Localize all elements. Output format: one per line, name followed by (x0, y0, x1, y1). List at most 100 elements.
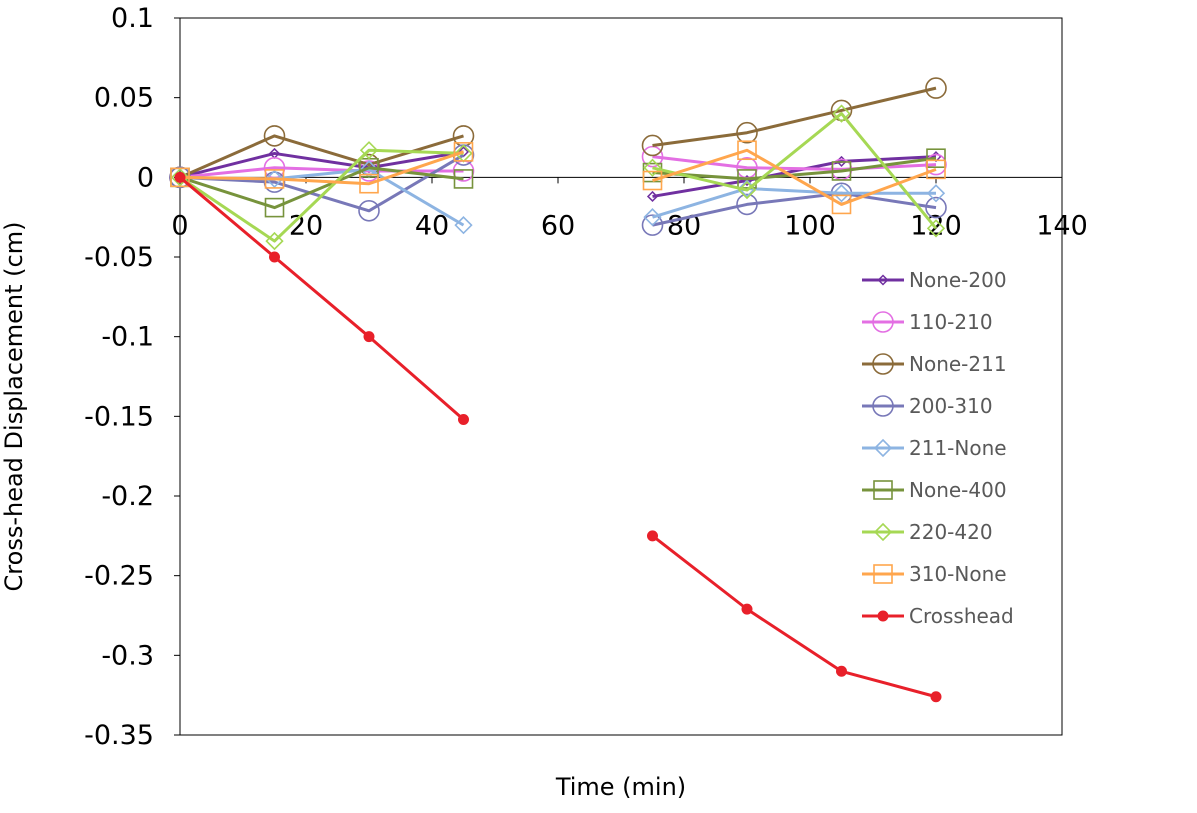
series-line-220-420 (179, 148, 464, 243)
legend-marker (873, 438, 893, 458)
data-point-crosshead (458, 414, 469, 426)
legend: None-200 110-210 None-211 200-310 211-None No… (862, 268, 1014, 628)
data-point-310-none (359, 173, 379, 194)
data-point-none-211 (263, 125, 286, 147)
series-line-none-200 (652, 155, 937, 198)
series-line-none-211 (179, 134, 464, 179)
data-point-none-211 (641, 134, 664, 157)
data-point-310-none (831, 194, 852, 215)
data-point-220-420 (926, 219, 946, 238)
legend-item-none-211: None-211 (862, 352, 1007, 376)
data-point-310-none (926, 159, 946, 180)
data-point-none-400 (453, 169, 474, 189)
series-line-110-210 (652, 155, 937, 171)
data-point-200-310 (641, 214, 664, 236)
y-axis-title: Cross-head Displacement (cm) (0, 222, 28, 592)
data-point-220-420 (359, 141, 379, 160)
data-point-200-310 (736, 193, 758, 216)
series-line-none-200 (179, 150, 464, 179)
y-tick-label: 0.05 (94, 83, 154, 114)
legend-marker (872, 395, 894, 417)
data-point-211-none (926, 184, 946, 203)
data-point-none-400 (831, 161, 852, 181)
series-line-none-400 (652, 156, 937, 181)
legend-marker (873, 480, 893, 500)
x-tick-label: 100 (784, 210, 836, 241)
legend-label: None-400 (909, 478, 1007, 502)
data-point-310-none (453, 142, 474, 162)
data-point-none-211 (736, 121, 758, 144)
data-point-crosshead (836, 665, 847, 677)
legend-label: Crosshead (909, 604, 1014, 628)
legend-item-crosshead: Crosshead (862, 604, 1014, 628)
y-tick-label: -0.1 (101, 322, 154, 353)
data-point-crosshead (930, 691, 942, 703)
data-point-crosshead (741, 603, 753, 615)
legend-label: 200-310 (909, 394, 993, 418)
legend-marker (877, 274, 889, 286)
series-line-200-310 (652, 191, 937, 227)
data-point-220-420 (265, 231, 284, 251)
data-point-220-420 (832, 104, 851, 123)
series-310-none (170, 140, 946, 215)
legend-item-200-310: 200-310 (862, 394, 993, 418)
x-axis-title: Time (min) (555, 773, 686, 801)
legend-item-211-none: 211-None (862, 436, 1007, 460)
series-line-none-400 (179, 166, 464, 210)
y-tick-label: -0.3 (101, 640, 154, 671)
series-none-400 (170, 148, 946, 218)
data-point-200-310 (263, 171, 286, 193)
data-point-211-none (832, 184, 851, 203)
legend-label: None-200 (909, 268, 1007, 292)
y-tick-label: -0.25 (84, 561, 154, 592)
series-line-none-211 (652, 86, 937, 147)
y-tick-label: -0.15 (84, 401, 154, 432)
data-point-none-400 (264, 197, 285, 218)
series-line-211-none (652, 186, 936, 219)
data-point-310-none (737, 140, 757, 161)
data-point-211-none (643, 208, 662, 227)
data-point-310-none (264, 169, 285, 189)
data-point-none-211 (830, 99, 853, 122)
data-point-none-211 (925, 77, 947, 99)
legend-marker (873, 564, 893, 584)
data-point-200-310 (925, 196, 947, 219)
legend-label: 211-None (909, 436, 1007, 460)
y-tick-label: -0.05 (84, 242, 154, 273)
y-tick-label: 0 (137, 162, 154, 193)
y-tick-label: 0.1 (111, 3, 154, 34)
series-line-crosshead (651, 534, 937, 699)
legend-item-none-200: None-200 (862, 268, 1007, 292)
data-point-none-200 (646, 190, 659, 203)
data-point-110-210 (925, 153, 947, 176)
data-point-310-none (170, 167, 190, 188)
data-point-310-none (642, 170, 663, 191)
data-point-220-420 (737, 180, 757, 200)
data-point-crosshead (647, 530, 658, 542)
x-tick-label: 0 (171, 210, 188, 241)
legend-marker (877, 610, 889, 622)
data-point-none-400 (737, 169, 757, 189)
legend-item-310-none: 310-None (862, 562, 1007, 586)
x-tick-label: 140 (1036, 210, 1088, 241)
ticks-layer: 0.1 0.05 0 -0.05 -0.1 -0.15 -0.2 -0.25 -0.3 -0.35… (84, 3, 1088, 751)
series-line-220-420 (652, 112, 938, 230)
data-point-crosshead (174, 171, 186, 183)
series-line-crosshead (179, 176, 465, 421)
data-point-110-210 (641, 145, 664, 168)
legend-item-none-400: None-400 (862, 478, 1007, 502)
series-crosshead (174, 171, 942, 703)
legend-item-110-210: 110-210 (862, 310, 993, 334)
data-point-211-none (454, 216, 473, 235)
series-220-420 (170, 104, 946, 251)
y-tick-label: -0.2 (101, 481, 154, 512)
data-point-220-420 (643, 158, 662, 177)
legend-marker (873, 522, 893, 542)
legend-marker (872, 311, 894, 333)
data-point-211-none (265, 169, 284, 189)
plot-area (179, 17, 1063, 736)
series-line-110-210 (179, 166, 464, 179)
legend-label: 310-None (909, 562, 1007, 586)
